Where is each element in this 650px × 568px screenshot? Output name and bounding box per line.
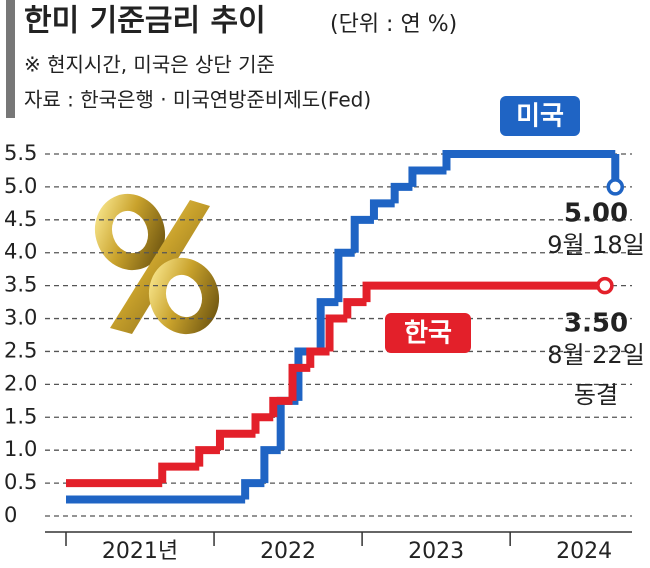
step-segment: [316, 298, 339, 352]
title-bar: [6, 0, 15, 118]
legend-label: 미국: [516, 102, 564, 132]
x-tick-label: 2023: [408, 539, 464, 564]
y-tick-label: 2.5: [4, 338, 37, 362]
y-tick-label: 0: [4, 503, 17, 527]
step-segment: [362, 281, 605, 303]
step-segment: [442, 150, 616, 171]
x-tick-label: 2024: [556, 539, 612, 564]
y-tick-label: 5.5: [4, 141, 37, 165]
y-tick-label: 3.0: [4, 306, 37, 330]
step-segment: [350, 215, 374, 253]
legend-label: 한국: [404, 319, 452, 349]
step-segment: [251, 413, 274, 434]
step-segment: [215, 429, 256, 451]
step-segment: [408, 166, 447, 187]
note: ※ 현지시간, 미국은 상단 기준: [24, 53, 275, 77]
legend-box: [385, 313, 471, 353]
series-1: [66, 276, 614, 488]
y-tick-label: 0.5: [4, 470, 37, 494]
step-segment: [195, 446, 220, 467]
source: 자료 : 한국은행 · 미국연방준비제도(Fed): [24, 88, 371, 112]
step-segment: [390, 182, 413, 204]
step-segment: [343, 298, 367, 319]
end-marker: [596, 276, 614, 295]
y-tick-label: 4.5: [4, 207, 37, 231]
annotation: 동결: [574, 381, 618, 409]
step-segment: [269, 396, 293, 418]
unit-label: (단위 : 연 %): [330, 12, 457, 37]
step-segment: [158, 462, 200, 484]
annotation: 8월 22일: [547, 341, 645, 369]
y-tick-label: 3.5: [4, 273, 37, 297]
step-segment: [334, 248, 355, 303]
step-segment: [241, 479, 265, 500]
step-segment: [369, 199, 395, 220]
step-segment: [260, 446, 281, 484]
series-0: [66, 150, 625, 504]
y-tick-label: 1.0: [4, 437, 37, 461]
end-marker: [606, 178, 625, 196]
legend-box: [500, 96, 580, 136]
step-segment: [325, 314, 348, 352]
value-label: 3.50: [564, 309, 628, 339]
y-tick-label: 4.0: [4, 240, 37, 264]
percent-icon: [95, 193, 219, 335]
x-tick-label: 2022: [260, 539, 316, 564]
chart-title: 한미 기준금리 추이: [24, 4, 266, 39]
step-segment: [276, 396, 299, 451]
x-tick-label: 2021년: [102, 539, 178, 564]
y-tick-label: 5.0: [4, 174, 37, 198]
y-tick-label: 1.5: [4, 404, 37, 428]
step-segment: [288, 363, 311, 401]
annotation: 9월 18일: [547, 231, 645, 259]
step-segment: [306, 347, 330, 368]
y-tick-label: 2.0: [4, 371, 37, 395]
value-label: 5.00: [564, 199, 628, 229]
